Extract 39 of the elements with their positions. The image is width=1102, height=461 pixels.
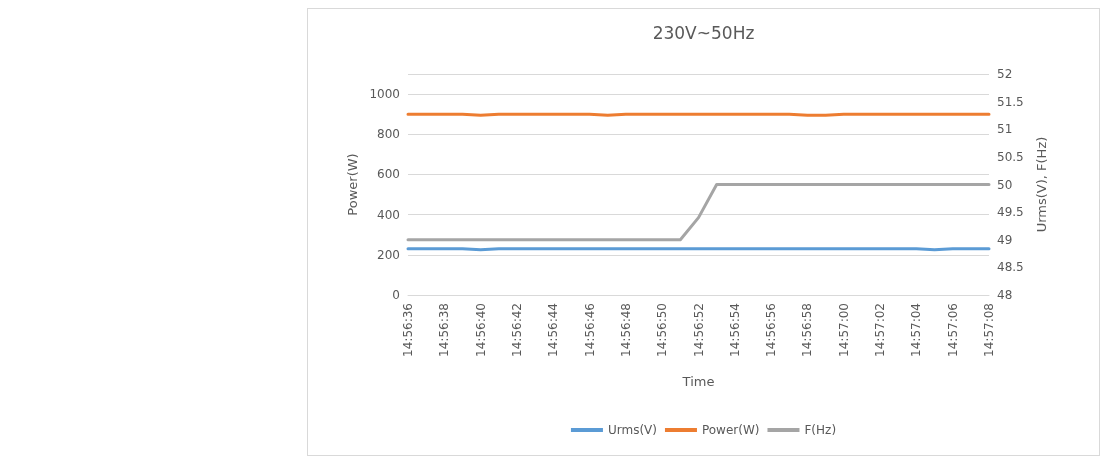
- y2-tick-label: 51: [997, 122, 1013, 137]
- x-tick-label: 14:56:46: [582, 303, 597, 357]
- y2-tick-label: 48.5: [997, 260, 1024, 275]
- x-tick-label: 14:56:56: [764, 303, 779, 357]
- x-tick-label: 14:56:50: [655, 303, 670, 357]
- y-axis-title: Power(W): [344, 153, 360, 216]
- y2-tick-label: 49.5: [997, 205, 1024, 220]
- chart-title: 230V~50Hz: [652, 22, 755, 43]
- y2-tick-label: 50.5: [997, 149, 1024, 164]
- legend-label: Power(W): [701, 423, 760, 437]
- x-tick-label: 14:57:06: [945, 303, 960, 357]
- x-tick-label: 14:56:44: [546, 303, 561, 357]
- y-tick-label: 200: [377, 247, 400, 262]
- y-tick-label: 400: [377, 207, 400, 222]
- x-tick-label: 14:56:42: [509, 303, 524, 357]
- x-tick-label: 14:57:08: [982, 303, 996, 357]
- y2-tick-label: 51.5: [997, 94, 1024, 109]
- y2-tick-label: 49: [997, 232, 1013, 247]
- x-tick-label: 14:56:54: [727, 303, 742, 357]
- y-tick-label: 600: [377, 167, 400, 182]
- legend-label: Urms(V): [607, 423, 657, 437]
- y2-tick-label: 52: [997, 67, 1013, 81]
- y2-tick-label: 48: [997, 288, 1013, 302]
- x-tick-label: 14:56:38: [437, 303, 452, 357]
- legend-label: F(Hz): [804, 423, 837, 437]
- y2-axis-title: Urms(V), F(Hz): [1033, 136, 1049, 233]
- x-tick-label: 14:57:04: [909, 303, 924, 357]
- x-axis-title: Time: [681, 374, 715, 389]
- y2-tick-label: 50: [997, 177, 1013, 192]
- x-tick-label: 14:56:40: [473, 303, 488, 357]
- x-tick-label: 14:57:00: [836, 303, 851, 357]
- x-tick-label: 14:56:58: [800, 303, 815, 357]
- x-tick-label: 14:56:52: [691, 303, 706, 357]
- y-tick-label: 1000: [369, 87, 400, 102]
- x-tick-label: 14:56:36: [401, 303, 415, 357]
- x-tick-label: 14:56:48: [618, 303, 633, 357]
- x-tick-label: 14:57:02: [873, 303, 888, 357]
- y-tick-label: 800: [377, 127, 400, 142]
- y-tick-label: 0: [392, 288, 400, 302]
